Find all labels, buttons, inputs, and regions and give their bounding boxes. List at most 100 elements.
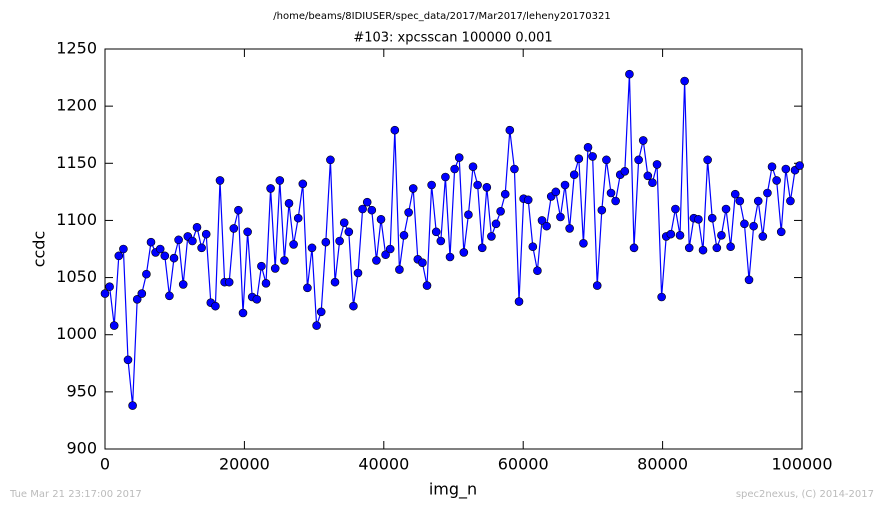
data-point (776, 227, 786, 237)
data-point (353, 268, 363, 278)
data-point (758, 232, 768, 241)
data-point (652, 160, 662, 169)
data-point (625, 69, 634, 79)
data-point (178, 280, 188, 289)
x-tick-label: 60000 (498, 455, 549, 474)
data-point (372, 256, 381, 265)
x-tick-label: 80000 (637, 455, 688, 474)
data-point (257, 261, 266, 271)
data-point (303, 283, 312, 293)
data-point (137, 289, 147, 298)
data-point (634, 155, 643, 165)
x-tick-label: 40000 (358, 455, 409, 474)
data-point (211, 301, 220, 311)
chart-title: #103: xpcsscan 100000 0.001 (353, 31, 552, 46)
data-point (523, 195, 533, 205)
data-point (459, 248, 469, 257)
data-point (307, 243, 317, 253)
data-point (629, 243, 639, 253)
data-point (763, 188, 772, 198)
data-point (749, 221, 758, 231)
data-point (657, 292, 666, 302)
data-point (146, 237, 156, 247)
data-point (142, 269, 151, 279)
data-point (339, 218, 349, 228)
data-point (606, 188, 616, 198)
data-point (404, 208, 413, 217)
data-point (487, 232, 496, 241)
data-point (482, 182, 492, 192)
data-point (753, 196, 763, 206)
data-point (441, 172, 450, 182)
data-point (468, 162, 478, 172)
data-point (266, 184, 275, 193)
data-point (473, 180, 482, 190)
x-tick-label: 100000 (771, 455, 832, 474)
data-point (123, 355, 133, 365)
data-point (551, 187, 561, 197)
y-tick-label: 1250 (56, 39, 97, 58)
data-point (436, 236, 446, 246)
data-point (399, 230, 409, 240)
data-point (381, 250, 390, 260)
data-point (243, 227, 252, 237)
data-point (238, 308, 248, 318)
data-point (675, 230, 685, 240)
data-point (335, 236, 344, 246)
y-tick-label: 950 (66, 381, 97, 400)
data-point (390, 125, 400, 135)
data-point (119, 244, 128, 254)
data-point (169, 253, 179, 263)
data-point (427, 180, 436, 190)
y-tick-label: 1100 (56, 210, 97, 229)
data-point (376, 214, 386, 224)
data-point (464, 210, 473, 220)
data-point (298, 179, 308, 189)
data-point (128, 401, 137, 410)
data-point (510, 164, 519, 174)
data-point (395, 265, 404, 274)
data-line (104, 74, 801, 406)
data-point (445, 252, 455, 262)
footer-date: Tue Mar 21 23:17:00 2017 (9, 489, 142, 500)
data-point (284, 198, 294, 208)
data-point (684, 243, 694, 253)
data-point (367, 205, 377, 215)
data-point (726, 242, 735, 252)
data-point (533, 266, 542, 276)
data-point (574, 154, 584, 164)
data-point (192, 222, 202, 232)
data-point (418, 258, 427, 268)
data-point (505, 125, 515, 135)
x-tick-label: 20000 (219, 455, 270, 474)
data-point (229, 224, 239, 233)
data-point (261, 278, 271, 288)
data-point (326, 155, 335, 165)
data-point (330, 277, 340, 287)
data-point (620, 166, 630, 176)
data-point (583, 142, 593, 152)
x-tick-label: 0 (100, 455, 110, 474)
data-point (717, 230, 726, 240)
data-point (252, 294, 262, 304)
data-point (270, 264, 280, 273)
data-point (648, 178, 657, 188)
data-point (450, 164, 459, 174)
data-point (188, 236, 197, 246)
data-point (602, 155, 611, 165)
data-point (569, 170, 579, 180)
data-point (500, 189, 510, 199)
data-point (712, 243, 722, 253)
plot-frame (104, 48, 803, 450)
data-point (344, 227, 354, 237)
y-tick-label: 1050 (56, 267, 97, 286)
data-point (201, 229, 211, 239)
y-tick-label: 900 (66, 439, 97, 458)
data-point (491, 219, 501, 229)
data-point (197, 243, 206, 253)
y-axis-label: ccdc (30, 231, 49, 268)
data-point (565, 224, 574, 233)
data-point (160, 251, 170, 261)
data-point (611, 196, 620, 206)
